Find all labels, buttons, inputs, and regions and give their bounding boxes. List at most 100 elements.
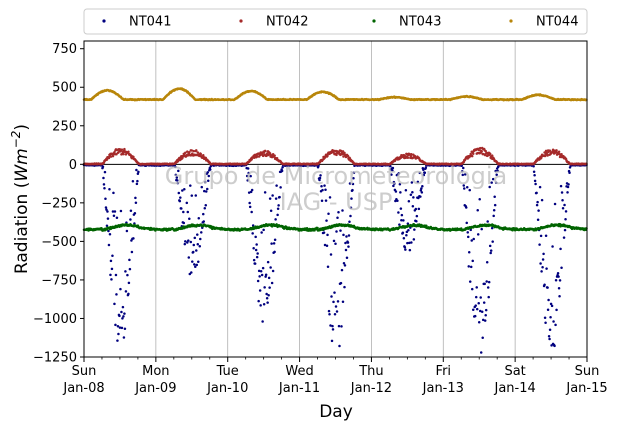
- data-point: [553, 344, 556, 348]
- data-point: [420, 191, 424, 194]
- data-point: [321, 188, 324, 192]
- data-point: [195, 149, 198, 152]
- data-point: [423, 171, 427, 175]
- data-point: [114, 273, 118, 277]
- data-point: [206, 171, 209, 174]
- data-point: [401, 231, 405, 235]
- data-point: [330, 295, 333, 298]
- data-point: [568, 166, 572, 169]
- data-point: [408, 248, 412, 252]
- data-point: [539, 262, 542, 265]
- data-point: [342, 262, 346, 265]
- data-point: [181, 189, 184, 192]
- data-point: [547, 335, 551, 338]
- data-point: [425, 224, 428, 227]
- data-point: [491, 240, 494, 243]
- data-point: [563, 203, 566, 207]
- data-point: [407, 229, 410, 232]
- y-axis-label-unit: Wm: [12, 148, 32, 181]
- data-point: [478, 197, 481, 201]
- data-point: [402, 237, 406, 240]
- data-point: [490, 181, 493, 184]
- data-point: [393, 182, 396, 185]
- data-point: [194, 194, 198, 197]
- data-point: [481, 336, 484, 340]
- data-point: [209, 168, 212, 171]
- data-point: [102, 176, 105, 180]
- data-point: [329, 253, 333, 256]
- data-point: [323, 243, 327, 247]
- data-point: [124, 270, 127, 273]
- y-axis-label-exponent: −2: [9, 131, 23, 149]
- data-point: [207, 179, 210, 182]
- x-tick-date: Jan-13: [422, 381, 464, 396]
- data-point: [496, 169, 499, 173]
- x-tick-date: Jan-15: [565, 381, 607, 396]
- data-point: [129, 209, 133, 212]
- data-point: [484, 149, 487, 153]
- data-point: [258, 289, 262, 292]
- data-point: [343, 285, 346, 289]
- data-point: [273, 250, 276, 254]
- y-tick-label: −500: [41, 235, 77, 250]
- data-point: [136, 179, 139, 183]
- data-point: [330, 339, 334, 343]
- data-point: [279, 186, 282, 189]
- data-point: [471, 259, 474, 263]
- data-point: [476, 233, 480, 236]
- data-point: [352, 171, 356, 175]
- data-point: [183, 242, 187, 246]
- data-point: [331, 328, 335, 331]
- data-point: [272, 242, 276, 245]
- data-point: [264, 275, 267, 278]
- data-point: [245, 174, 249, 178]
- data-point: [107, 243, 111, 247]
- data-point: [305, 227, 309, 230]
- data-point: [119, 209, 123, 213]
- data-point: [202, 220, 206, 223]
- data-point: [566, 191, 569, 194]
- data-point: [494, 169, 497, 173]
- data-point: [188, 151, 191, 154]
- data-point: [261, 266, 265, 270]
- data-point: [568, 171, 571, 175]
- data-point: [476, 208, 479, 212]
- data-point: [190, 271, 193, 274]
- data-point: [472, 237, 475, 241]
- data-point: [124, 153, 128, 156]
- data-point: [105, 224, 109, 227]
- data-point: [278, 195, 281, 199]
- data-point: [488, 244, 492, 248]
- data-point: [477, 321, 481, 324]
- data-point: [544, 321, 547, 325]
- data-point: [555, 308, 558, 312]
- data-point: [196, 151, 200, 154]
- data-point: [133, 212, 137, 215]
- data-point: [115, 293, 118, 296]
- data-point: [348, 220, 351, 224]
- data-point: [481, 318, 485, 322]
- data-point: [185, 201, 189, 205]
- data-point: [324, 199, 328, 202]
- data-point: [184, 240, 187, 243]
- data-point: [487, 295, 490, 299]
- data-point: [412, 238, 416, 241]
- watermark: Grupo de Micrometeorologia IAG - USP: [165, 162, 507, 216]
- legend: NT041 NT042 NT043 NT044: [83, 8, 588, 35]
- data-point: [545, 267, 548, 270]
- data-point: [392, 184, 395, 188]
- data-point: [397, 211, 400, 214]
- data-point: [338, 344, 341, 348]
- data-point: [546, 286, 549, 289]
- data-point: [332, 300, 335, 304]
- data-point: [196, 233, 199, 236]
- data-point: [252, 246, 255, 250]
- data-point: [564, 210, 568, 213]
- data-point: [108, 233, 112, 236]
- data-point: [111, 154, 115, 158]
- data-point: [333, 291, 336, 294]
- data-point: [112, 214, 116, 217]
- data-point: [318, 178, 321, 182]
- legend-label: NT042: [266, 15, 308, 30]
- data-point: [123, 312, 126, 315]
